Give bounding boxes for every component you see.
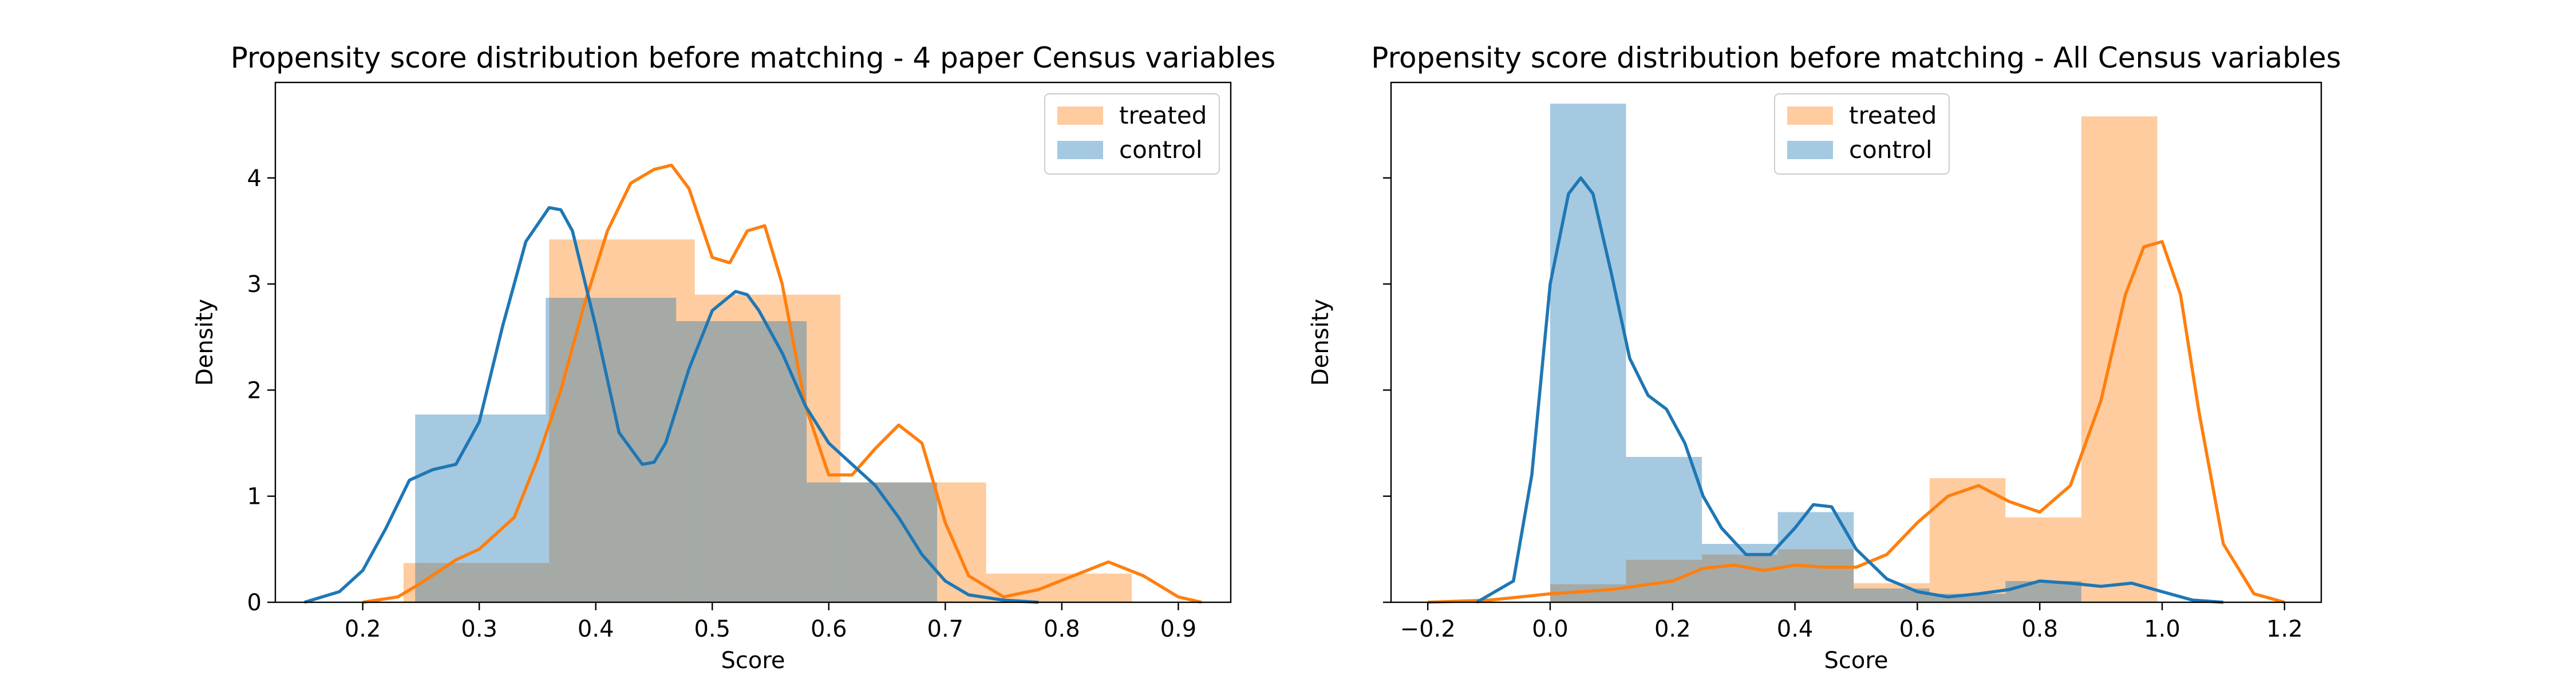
x-axis-label: Score xyxy=(721,647,785,674)
y-tick-label: 3 xyxy=(247,271,262,298)
hist-bar-treated-2 xyxy=(1702,554,1778,602)
x-tick-label: 0.6 xyxy=(1899,616,1936,642)
y-axis-label: Density xyxy=(192,299,218,386)
legend-label-treated: treated xyxy=(1849,101,1937,129)
axes-frame xyxy=(274,81,1232,603)
hist-bar-control-2 xyxy=(676,321,807,602)
chart-title: Propensity score distribution before mat… xyxy=(1371,41,2341,74)
x-tick-label: 1.0 xyxy=(2144,616,2180,642)
hist-bar-control-3 xyxy=(1777,512,1854,602)
axes-frame xyxy=(1390,81,2322,603)
legend-swatch-treated xyxy=(1057,106,1103,125)
x-tick-label: 0.2 xyxy=(345,616,381,642)
x-tick-label: 0.2 xyxy=(1654,616,1691,642)
x-tick-label: −0.2 xyxy=(1400,616,1456,642)
x-tick-label: 0.0 xyxy=(1532,616,1568,642)
x-tick-label: 1.2 xyxy=(2266,616,2303,642)
hist-bar-treated-5 xyxy=(1929,478,2006,602)
kde-line-treated xyxy=(362,163,1202,604)
kde-line-control xyxy=(1476,176,2224,604)
legend-label-control: control xyxy=(1849,136,1933,164)
y-tick-label: 4 xyxy=(247,165,262,192)
legend-swatch-control xyxy=(1057,141,1103,159)
legend-box xyxy=(1774,93,1950,175)
legend-swatch-treated xyxy=(1787,106,1833,125)
hist-bar-treated-4 xyxy=(986,573,1132,602)
hist-bar-control-0 xyxy=(1550,104,1626,602)
legend-label-control: control xyxy=(1119,136,1203,164)
x-tick-label: 0.4 xyxy=(578,616,614,642)
hist-bar-treated-2 xyxy=(694,294,841,602)
legend-swatch-control xyxy=(1787,141,1833,159)
hist-bar-treated-0 xyxy=(403,563,550,602)
chart-title: Propensity score distribution before mat… xyxy=(231,41,1276,74)
y-tick-label: 0 xyxy=(247,590,262,616)
x-tick-label: 0.6 xyxy=(811,616,847,642)
x-tick-label: 0.8 xyxy=(2021,616,2058,642)
legend-box xyxy=(1044,93,1220,175)
y-tick-label: 2 xyxy=(247,377,262,404)
y-tick-label: 1 xyxy=(247,484,262,510)
kde-line-treated xyxy=(1428,240,2285,604)
x-tick-label: 0.5 xyxy=(694,616,730,642)
legend: treated control xyxy=(1044,93,1220,175)
x-tick-label: 0.4 xyxy=(1777,616,1814,642)
hist-bar-control-2 xyxy=(1702,544,1778,602)
x-tick-label: 0.7 xyxy=(927,616,964,642)
x-tick-label: 0.3 xyxy=(461,616,497,642)
hist-bar-treated-7 xyxy=(2081,116,2158,602)
legend-label-treated: treated xyxy=(1119,101,1207,129)
x-tick-label: 0.9 xyxy=(1160,616,1197,642)
y-axis-label: Density xyxy=(1307,299,1334,386)
left-chart-panel: 0.2 0.3 0.4 0.5 0.6 0.7 0.8 0.9 0 1 2 3 4 Propensity … xyxy=(192,41,1275,674)
hist-bar-treated-1 xyxy=(549,239,695,602)
hist-bar-control-1 xyxy=(546,298,677,602)
right-chart-panel: −0.2 0.0 0.2 0.4 0.6 0.8 1.0 1.2 Propensity scor… xyxy=(1307,41,2341,674)
hist-bar-treated-3 xyxy=(1777,549,1854,602)
x-axis-label: Score xyxy=(1824,647,1888,674)
legend: treated control xyxy=(1774,93,1950,175)
kde-line-control xyxy=(304,206,1039,604)
hist-bar-control-1 xyxy=(1626,457,1702,602)
hist-bar-control-3 xyxy=(807,482,938,602)
x-tick-label: 0.8 xyxy=(1044,616,1080,642)
